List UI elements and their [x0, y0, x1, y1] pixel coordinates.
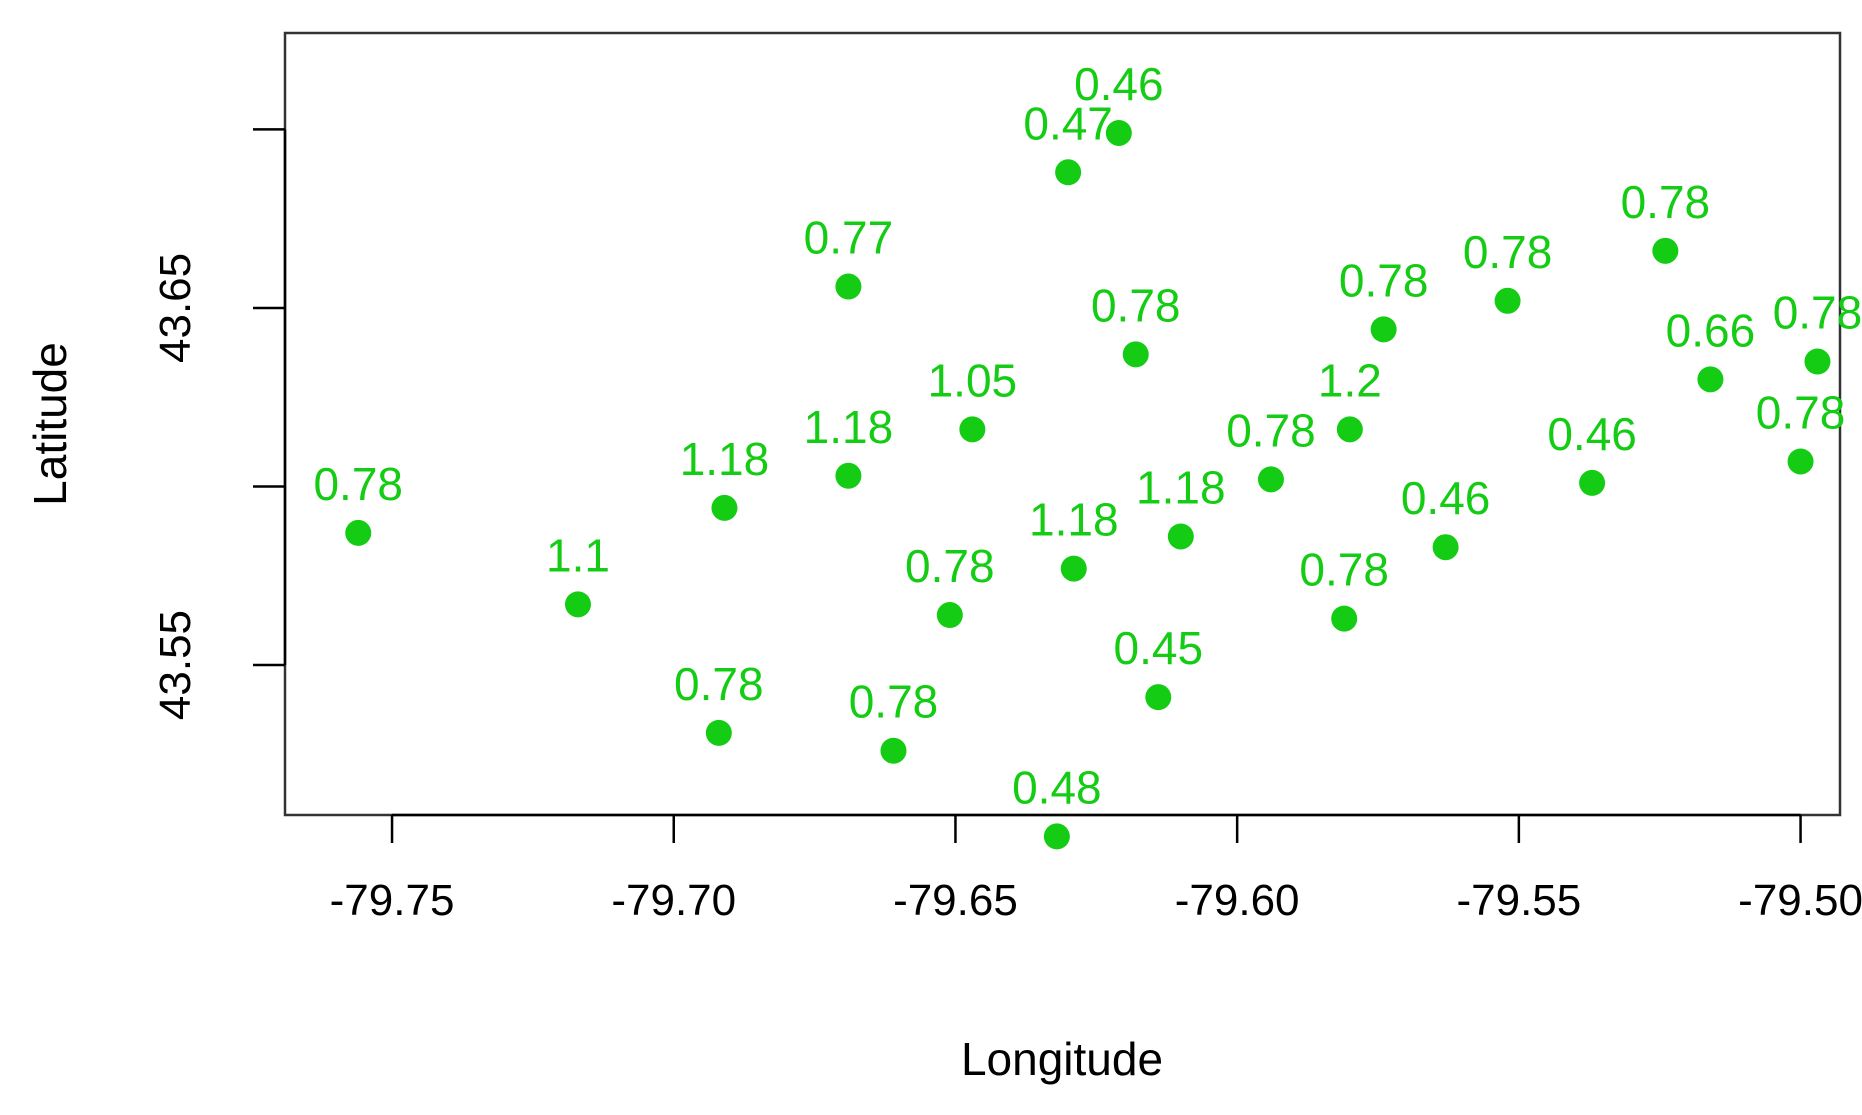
y-axis-title: Latitude: [24, 342, 76, 506]
data-point: [705, 719, 732, 746]
data-point-label: 1.18: [1029, 494, 1119, 546]
data-point: [1652, 237, 1679, 264]
data-point: [1043, 823, 1070, 850]
data-point-label: 0.77: [804, 212, 894, 264]
data-point: [1055, 159, 1082, 186]
data-point: [1432, 534, 1459, 561]
y-axis: 43.55 43.65: [151, 128, 287, 720]
data-point-label: 0.78: [1773, 287, 1862, 339]
data-point: [1336, 416, 1363, 443]
data-point: [1787, 448, 1814, 475]
data-point-label: 1.05: [928, 354, 1018, 406]
data-point-label: 0.78: [1463, 226, 1553, 278]
data-point-label: 1.18: [1136, 461, 1226, 513]
data-point: [345, 519, 372, 546]
data-point-label: 0.78: [674, 658, 764, 710]
data-point: [1331, 605, 1358, 632]
data-point: [1697, 366, 1724, 393]
data-point-label: 0.46: [1074, 58, 1164, 110]
data-point-label: 0.78: [1091, 279, 1181, 331]
data-point-label: 0.78: [1621, 176, 1711, 228]
data-point-label: 1.18: [804, 401, 894, 453]
data-point-label: 0.78: [849, 676, 939, 728]
data-point-label: 0.46: [1547, 408, 1637, 460]
y-tick-label: 43.65: [151, 253, 200, 363]
x-tick-label: -79.55: [1456, 876, 1581, 925]
data-point-label: 0.78: [1756, 386, 1846, 438]
data-point-label: 1.18: [680, 433, 770, 485]
data-point: [880, 737, 907, 764]
data-point: [1804, 348, 1831, 375]
x-axis-title: Longitude: [961, 1033, 1163, 1085]
x-tick-label: -79.70: [611, 876, 736, 925]
data-point: [1122, 341, 1149, 368]
data-point: [1494, 287, 1521, 314]
data-point: [1145, 684, 1172, 711]
data-point-label: 0.78: [905, 540, 995, 592]
data-point-label: 1.1: [546, 529, 610, 581]
data-point: [1060, 555, 1087, 582]
data-point-label: 1.2: [1318, 354, 1382, 406]
data-point: [936, 602, 963, 629]
x-tick-label: -79.75: [330, 876, 455, 925]
data-point-label: 0.78: [1299, 544, 1389, 596]
data-point: [1105, 119, 1132, 146]
data-point-label: 0.46: [1401, 472, 1491, 524]
data-point: [1167, 523, 1194, 550]
data-point: [1370, 316, 1397, 343]
data-point-label: 0.47: [1023, 97, 1113, 149]
data-point: [711, 494, 738, 521]
data-point: [564, 591, 591, 618]
x-tick-label: -79.50: [1738, 876, 1862, 925]
data-point: [1257, 466, 1284, 493]
data-point-label: 0.78: [1226, 404, 1316, 456]
data-point: [959, 416, 986, 443]
data-point-label: 0.66: [1666, 304, 1756, 356]
data-point-label: 0.78: [313, 458, 403, 510]
x-axis: -79.75 -79.70 -79.65 -79.60 -79.55 -79.50: [330, 813, 1862, 925]
y-tick-label: 43.55: [151, 610, 200, 720]
x-tick-label: -79.60: [1175, 876, 1300, 925]
x-tick-label: -79.65: [893, 876, 1018, 925]
data-point-label: 0.45: [1114, 622, 1204, 674]
data-point: [1579, 469, 1606, 496]
data-point: [835, 273, 862, 300]
data-points: 0.781.11.180.781.180.770.780.781.050.480…: [313, 58, 1862, 850]
data-point-label: 0.78: [1339, 254, 1429, 306]
data-point-label: 0.48: [1012, 761, 1102, 813]
data-point: [835, 462, 862, 489]
